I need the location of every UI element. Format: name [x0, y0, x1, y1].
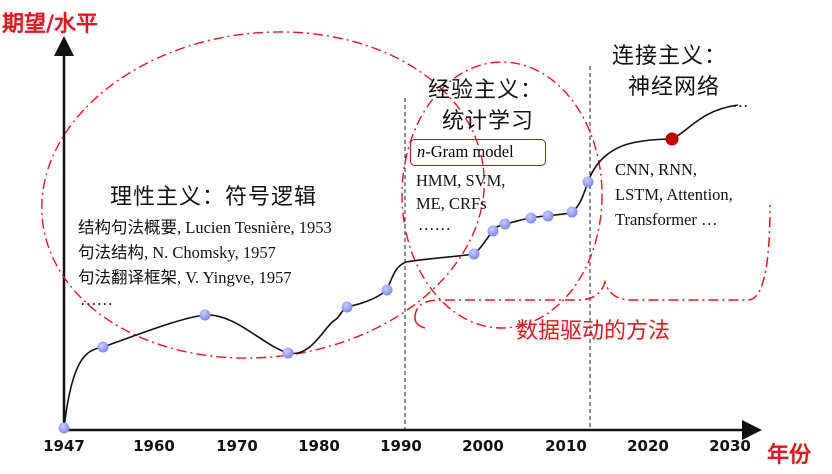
milestone-point — [566, 206, 578, 218]
connectionism-title-line1: 连接主义： — [612, 44, 728, 69]
milestone-point — [542, 210, 554, 222]
tick-1990: 1990 — [380, 437, 422, 455]
connectionism-item: Transformer … — [615, 210, 718, 229]
tick-1980: 1980 — [298, 437, 340, 455]
milestone-point — [341, 301, 353, 313]
milestone-point — [499, 218, 511, 230]
empiricism-title-line1: 经验主义： — [428, 78, 544, 103]
milestone-point-current — [665, 132, 679, 146]
x-axis-title: 年份 — [767, 443, 812, 468]
milestone-point — [487, 225, 499, 237]
tick-2020: 2020 — [627, 437, 669, 455]
milestone-point — [525, 212, 537, 224]
tick-1970: 1970 — [216, 437, 258, 455]
milestone-point — [58, 422, 70, 434]
empiricism-ellipse — [401, 61, 603, 329]
tick-2010: 2010 — [545, 437, 587, 455]
rationalism-title: 理性主义：符号逻辑 — [110, 185, 318, 210]
milestone-point — [199, 309, 211, 321]
empiricism-item: HMM, SVM, — [416, 171, 506, 190]
development-curve — [63, 104, 739, 429]
tick-1960: 1960 — [133, 437, 175, 455]
ngram-rest: -Gram model — [425, 142, 514, 161]
y-axis-title: 期望/水平 — [2, 12, 99, 37]
milestone-point — [381, 284, 393, 296]
milestone-point — [97, 341, 109, 353]
rationalism-item: …… — [80, 290, 113, 309]
rationalism-item: 句法结构, N. Chomsky, 1957 — [78, 243, 276, 262]
milestone-point — [582, 176, 594, 188]
tick-1947: 1947 — [43, 437, 85, 455]
data-driven-brace-left-tip — [414, 317, 426, 329]
tick-2000: 2000 — [462, 437, 504, 455]
empiricism-title-line2: 统计学习 — [442, 109, 535, 134]
connectionism-title-line2: 神经网络 — [628, 75, 721, 100]
rationalism-ellipse — [41, 31, 485, 359]
connectionism-item: LSTM, Attention, — [615, 185, 733, 204]
tick-2030: 2030 — [709, 437, 751, 455]
ngram-n: n — [417, 142, 426, 161]
milestone-point — [468, 248, 480, 260]
rationalism-item: 结构句法概要, Lucien Tesnière, 1953 — [78, 218, 332, 237]
data-driven-label: 数据驱动的方法 — [516, 319, 671, 344]
rationalism-item: 句法翻译框架, V. Yingve, 1957 — [78, 268, 292, 287]
data-driven-brace — [414, 204, 771, 319]
ngram-highlight-box: n-Gram model — [410, 139, 546, 166]
connectionism-item: CNN, RNN, — [615, 160, 698, 179]
empiricism-item: ME, CRFs — [416, 194, 487, 213]
milestone-point — [282, 347, 294, 359]
connectionism-continuation: … — [732, 92, 749, 111]
empiricism-item: …… — [418, 215, 451, 234]
